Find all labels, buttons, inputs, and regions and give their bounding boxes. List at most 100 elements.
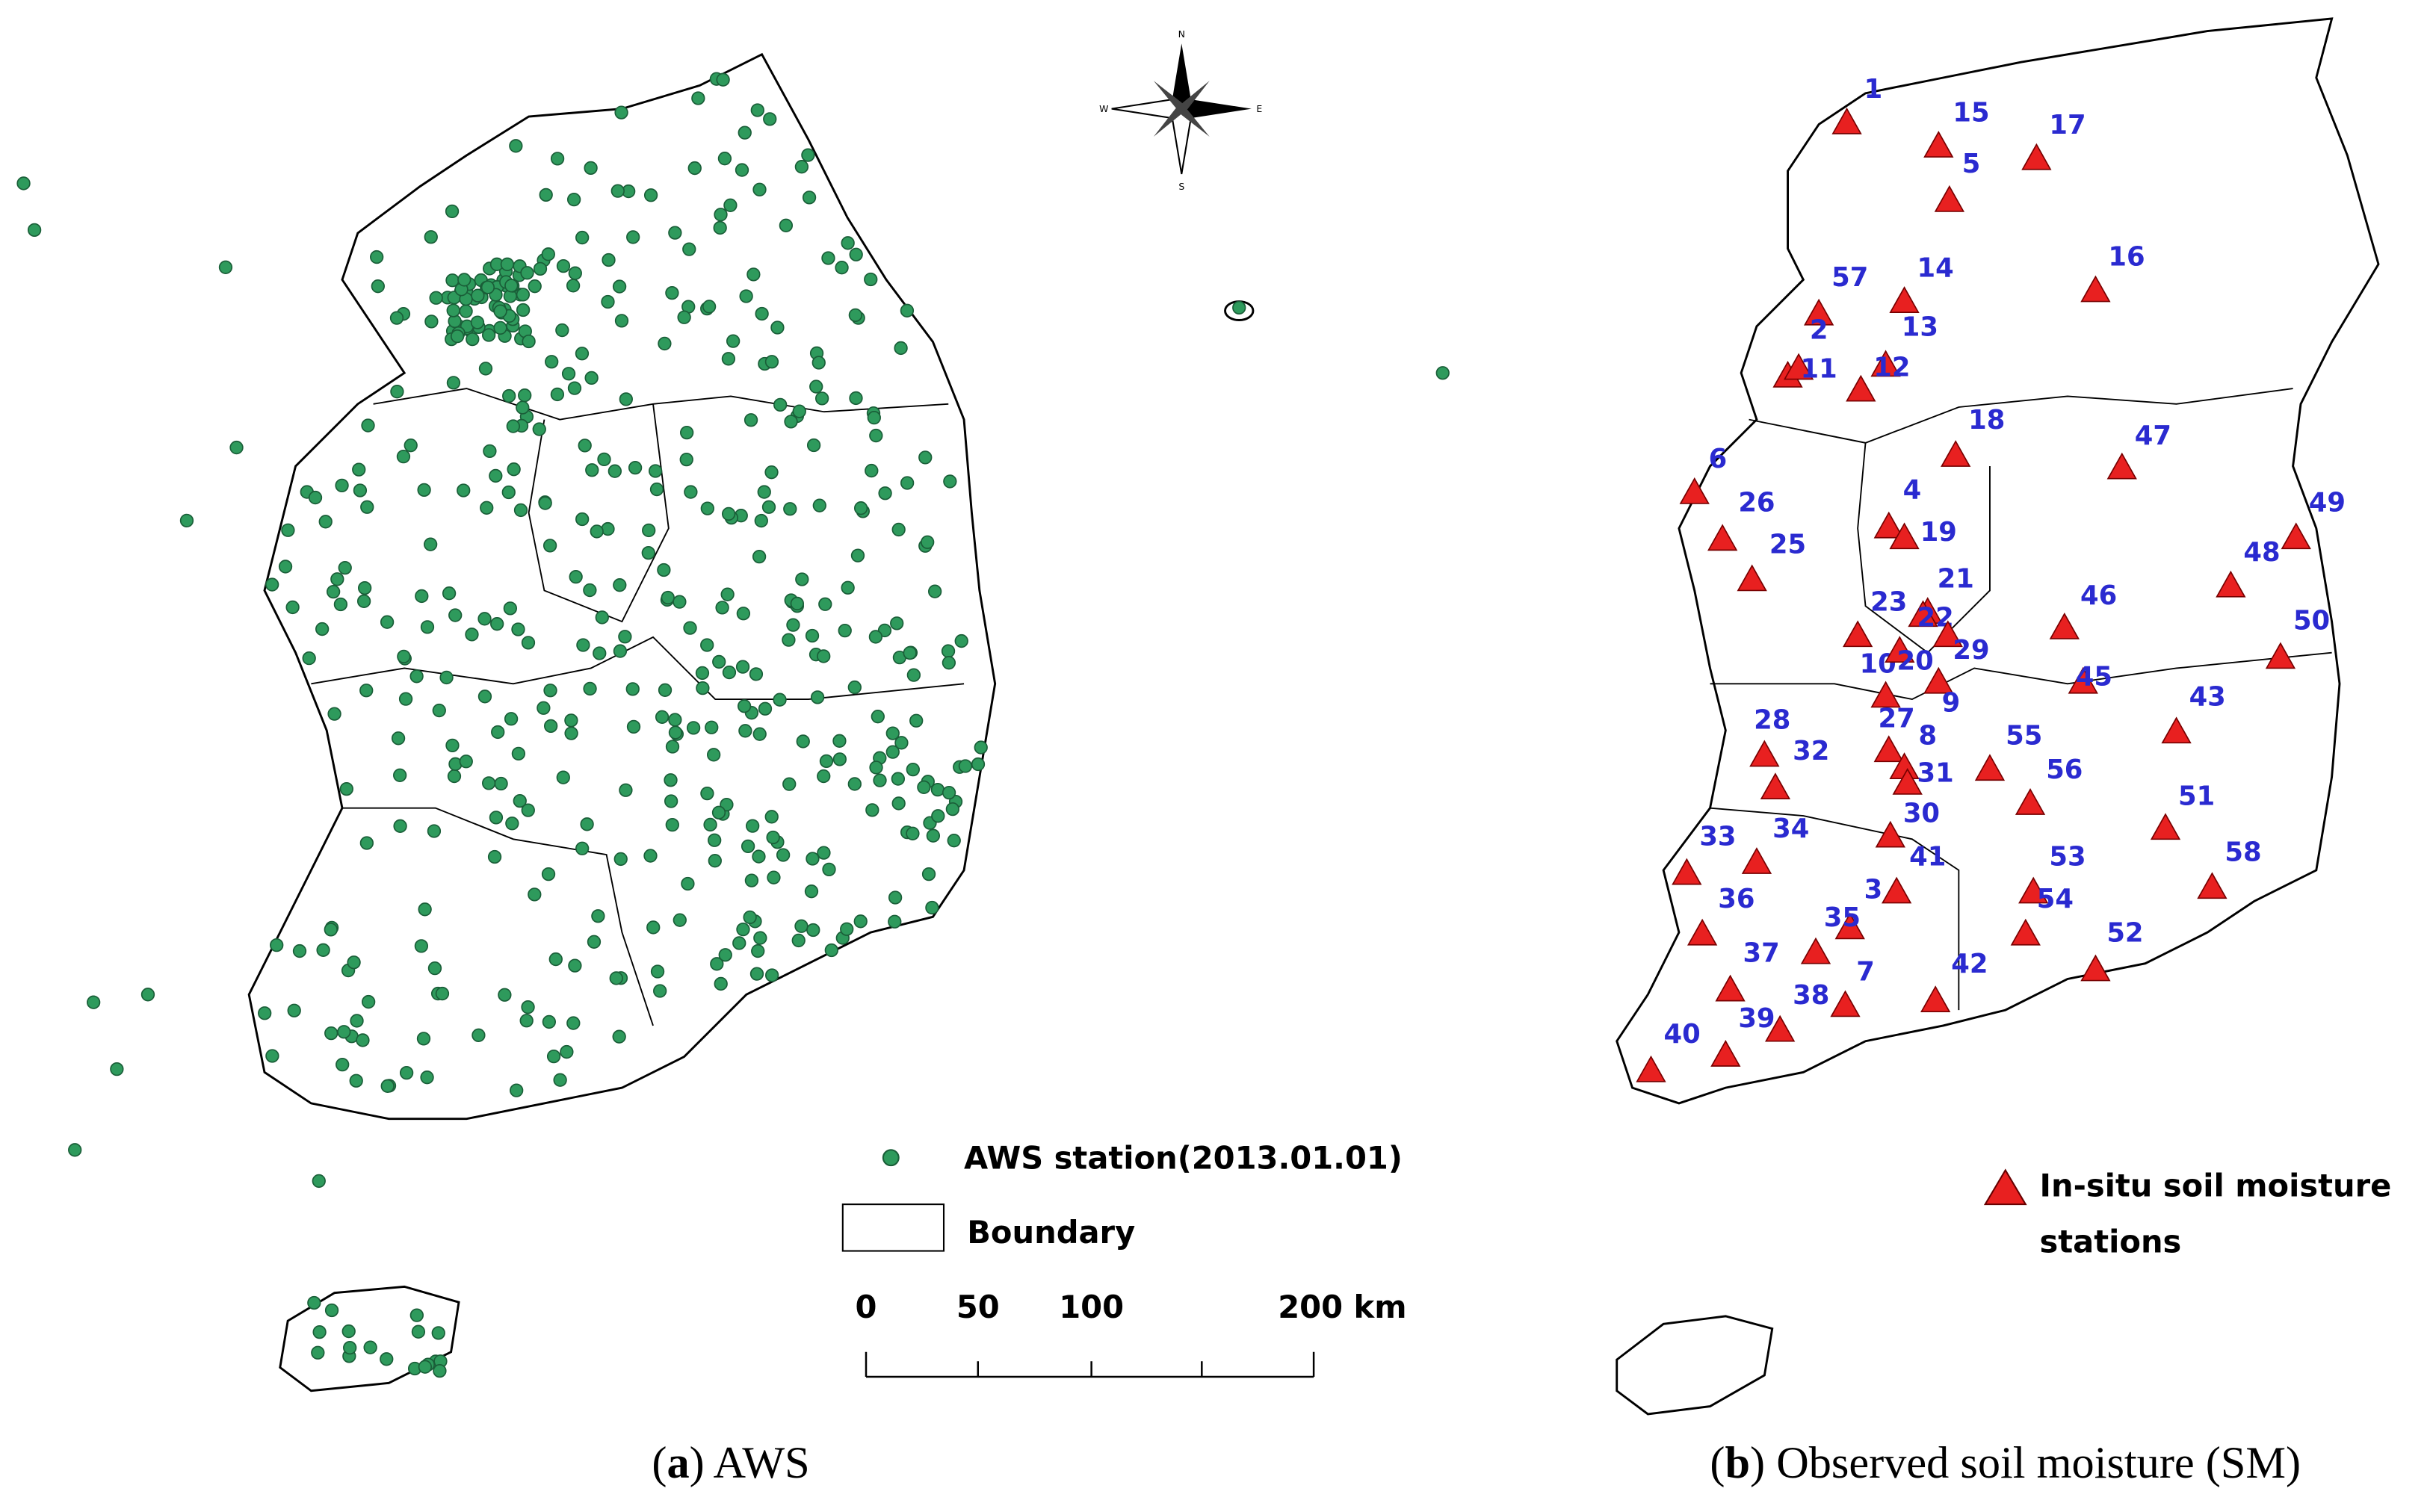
aws-dot: [361, 994, 376, 1009]
aws-dot: [326, 584, 341, 599]
aws-dot: [653, 984, 667, 998]
aws-dot: [27, 223, 42, 238]
caption-letter: a: [667, 1438, 689, 1488]
station-label: 19: [1920, 517, 1957, 548]
station-label: 48: [2243, 537, 2280, 568]
aws-dot: [285, 600, 300, 615]
legend-dot: [882, 1149, 900, 1167]
aws-dot: [591, 909, 605, 923]
aws-dot: [850, 548, 865, 563]
aws-dot: [641, 545, 655, 560]
station-label: 12: [1873, 352, 1910, 382]
station-label: 5: [1962, 149, 1981, 179]
aws-dot: [824, 943, 838, 958]
jeju-island: [1616, 1315, 1774, 1416]
aws-dot: [218, 260, 233, 274]
aws-dot: [307, 1295, 321, 1310]
aws-dot: [504, 279, 519, 293]
aws-dot: [891, 772, 906, 786]
station-label: 53: [2049, 842, 2086, 873]
aws-dot: [595, 610, 609, 625]
aws-dot: [409, 1308, 424, 1322]
aws-dot: [356, 594, 371, 608]
aws-dot: [520, 266, 534, 280]
aws-dot: [832, 752, 847, 766]
aws-dot: [447, 769, 462, 784]
aws-dot: [575, 347, 590, 361]
station-triangle: [1764, 1014, 1796, 1042]
aws-dot: [501, 485, 516, 500]
station-label: 47: [2135, 421, 2171, 451]
aws-dot: [794, 160, 809, 174]
aws-dot: [695, 666, 710, 681]
aws-dot: [783, 502, 797, 516]
aws-dot: [864, 272, 878, 287]
aws-dot: [806, 923, 820, 938]
aws-dot: [68, 1143, 82, 1157]
station-triangle: [1889, 286, 1920, 313]
aws-dot: [757, 485, 771, 499]
aws-dot: [658, 683, 673, 697]
station-triangle: [1889, 522, 1920, 550]
aws-dot: [566, 279, 581, 293]
station-triangle: [2161, 716, 2192, 744]
aws-dot: [613, 644, 628, 658]
aws-dot: [736, 922, 750, 937]
aws-dot: [717, 152, 732, 166]
aws-dot: [776, 848, 791, 862]
aws-dot: [906, 762, 920, 777]
aws-dot: [801, 148, 815, 162]
scale-label: 100: [1059, 1289, 1124, 1325]
aws-dot: [140, 988, 155, 1002]
aws-dot: [580, 817, 594, 831]
aws-dot: [703, 817, 717, 832]
aws-dot: [583, 583, 597, 598]
aws-dot: [668, 226, 682, 240]
aws-dot: [835, 261, 849, 275]
station-triangle: [2018, 876, 2049, 904]
aws-dot: [840, 922, 854, 936]
aws-dot: [542, 539, 557, 553]
aws-dot: [848, 308, 863, 323]
aws-dot: [466, 332, 480, 347]
station-label: 1: [1864, 74, 1883, 105]
province-boundary: [341, 807, 654, 1026]
aws-dot: [423, 537, 438, 551]
aws-dot: [555, 323, 569, 338]
aws-dot: [391, 731, 406, 746]
aws-dot: [390, 385, 404, 399]
aws-dot: [353, 483, 368, 498]
aws-dot: [680, 425, 694, 440]
aws-dot: [1435, 366, 1450, 380]
aws-dot: [339, 781, 353, 796]
station-triangle: [1737, 564, 1767, 592]
aws-dot: [812, 498, 826, 512]
aws-dot: [795, 572, 809, 586]
aws-dot: [457, 483, 471, 498]
aws-dot: [945, 802, 960, 817]
station-triangle: [1800, 937, 1831, 964]
aws-dot: [480, 280, 495, 294]
station-triangle: [1974, 754, 2006, 781]
station-label: 56: [2046, 755, 2083, 785]
scale-bar: [865, 1351, 1315, 1378]
station-label: 41: [1909, 842, 1946, 873]
aws-dot: [522, 334, 536, 349]
station-label: 4: [1903, 475, 1922, 506]
aws-dot: [705, 720, 719, 734]
aws-dot: [511, 622, 525, 636]
aws-dot: [528, 887, 542, 902]
station-label: 2: [1810, 315, 1828, 345]
aws-dot: [431, 1326, 445, 1340]
aws-dot: [764, 355, 779, 369]
aws-dot: [720, 587, 735, 601]
station-label: 28: [1754, 705, 1790, 736]
aws-dot: [767, 870, 781, 884]
compass-s: S: [1178, 181, 1184, 192]
aws-dot: [361, 418, 375, 433]
aws-dot: [489, 811, 504, 825]
station-label: 29: [1953, 635, 1989, 666]
aws-dot: [550, 387, 565, 402]
aws-dot: [312, 1174, 326, 1189]
aws-dot: [714, 976, 728, 991]
